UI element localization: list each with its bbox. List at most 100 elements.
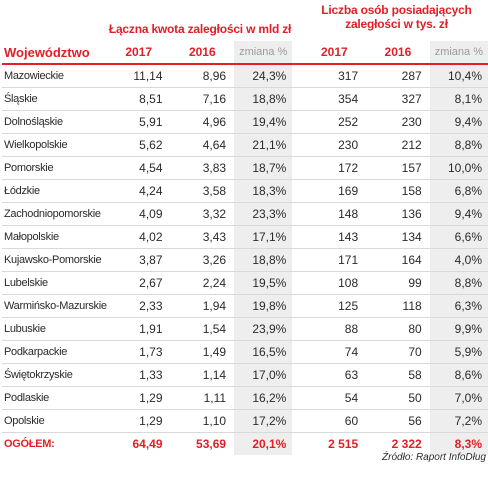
- people-2017-cell: 60: [302, 409, 367, 433]
- people-change-cell: 5,9%: [429, 340, 488, 364]
- debt-2017-cell: 2,33: [106, 294, 171, 318]
- people-change-cell: 8,1%: [429, 87, 488, 111]
- region-cell: Zachodniopomorskie: [2, 202, 107, 226]
- column-gap: [292, 133, 303, 157]
- debt-group-header: Łączna kwota zaległości w mld zł: [108, 22, 292, 36]
- debt-2017-cell: 4,54: [106, 156, 171, 180]
- debt-2017-cell: 3,87: [106, 248, 171, 272]
- people-2017-cell: 172: [302, 156, 367, 180]
- people-change-header: zmiana %: [429, 41, 488, 65]
- people-2016-cell: 136: [366, 202, 430, 226]
- people-change-cell: 6,8%: [429, 179, 488, 203]
- region-cell: Pomorskie: [2, 156, 107, 180]
- debt-2016-header: 2016: [170, 41, 235, 65]
- region-cell: Opolskie: [2, 409, 107, 433]
- source-note: Źródło: Raport InfoDług: [382, 452, 486, 463]
- debt-2016-cell: 3,58: [170, 179, 235, 203]
- people-change-cell: 7,0%: [429, 386, 488, 410]
- debt-change-cell: 24,3%: [234, 64, 293, 88]
- people-change-cell: 8,8%: [429, 271, 488, 295]
- people-2016-header: 2016: [366, 41, 430, 65]
- people-2017-cell: 171: [302, 248, 367, 272]
- region-cell: Lubelskie: [2, 271, 107, 295]
- table-row: Mazowieckie 11,14 8,96 24,3% 317 287 10,4%: [2, 64, 488, 88]
- people-2016-cell: 58: [366, 363, 430, 387]
- table-row: Pomorskie 4,54 3,83 18,7% 172 157 10,0%: [2, 156, 488, 180]
- debt-change-cell: 20,1%: [234, 432, 293, 455]
- column-gap: [292, 317, 303, 341]
- column-gap: [292, 294, 303, 318]
- column-gap: [292, 110, 303, 134]
- people-2017-cell: 2 515: [328, 437, 359, 451]
- people-2017-cell: 252: [302, 110, 367, 134]
- people-2017-header: 2017: [302, 41, 367, 65]
- region-cell: Świętokrzyskie: [2, 363, 107, 387]
- column-gap: [292, 87, 303, 111]
- debt-2016-cell: 7,16: [170, 87, 235, 111]
- debt-2017-cell: 64,49: [132, 437, 163, 451]
- people-2016-cell: 99: [366, 271, 430, 295]
- table-row: Kujawsko-Pomorskie 3,87 3,26 18,8% 171 164 4,0…: [2, 248, 488, 272]
- debt-2017-cell: 1,91: [106, 317, 171, 341]
- debt-2016-cell: 2,24: [170, 271, 235, 295]
- people-change-cell: 8,6%: [429, 363, 488, 387]
- people-2016-cell: 287: [366, 64, 430, 88]
- table-row: Świętokrzyskie 1,33 1,14 17,0% 63 58 8,6%: [2, 363, 488, 387]
- table-row: Dolnośląskie 5,91 4,96 19,4% 252 230 9,4%: [2, 110, 488, 134]
- debt-2017-cell: 1,29: [106, 386, 171, 410]
- debt-change-cell: 18,8%: [234, 248, 293, 272]
- debt-2017-cell: 4,24: [106, 179, 171, 203]
- column-gap: [292, 64, 303, 88]
- people-change-cell: 8,3%: [429, 432, 488, 455]
- people-2017-cell: 74: [302, 340, 367, 364]
- column-gap: [292, 202, 303, 226]
- people-2017-cell: 125: [302, 294, 367, 318]
- column-gap: [292, 225, 303, 249]
- people-2016-cell: 50: [366, 386, 430, 410]
- column-gap: [292, 41, 303, 65]
- people-change-cell: 4,0%: [429, 248, 488, 272]
- people-2017-cell: 88: [302, 317, 367, 341]
- people-2016-cell: 157: [366, 156, 430, 180]
- debt-2016-cell: 1,10: [170, 409, 235, 433]
- debt-change-header: zmiana %: [234, 41, 293, 65]
- region-cell: Mazowieckie: [2, 64, 107, 88]
- debt-2017-cell: 1,33: [106, 363, 171, 387]
- column-gap: [292, 363, 303, 387]
- people-change-cell: 9,9%: [429, 317, 488, 341]
- column-gap: [292, 386, 303, 410]
- debt-2016-cell: 1,54: [170, 317, 235, 341]
- table-row: Śląskie 8,51 7,16 18,8% 354 327 8,1%: [2, 87, 488, 111]
- people-2016-cell: 70: [366, 340, 430, 364]
- debt-change-cell: 18,3%: [234, 179, 293, 203]
- region-cell: Podkarpackie: [2, 340, 107, 364]
- people-2017-cell: 143: [302, 225, 367, 249]
- region-column-header: Województwo: [2, 41, 107, 65]
- debt-change-cell: 17,2%: [234, 409, 293, 433]
- debt-change-cell: 18,7%: [234, 156, 293, 180]
- people-2016-cell: 158: [366, 179, 430, 203]
- people-change-cell: 6,6%: [429, 225, 488, 249]
- column-gap: [292, 433, 302, 456]
- column-gap: [292, 340, 303, 364]
- table-row: Małopolskie 4,02 3,43 17,1% 143 134 6,6%: [2, 225, 488, 249]
- table-row: Lubelskie 2,67 2,24 19,5% 108 99 8,8%: [2, 271, 488, 295]
- people-2016-cell: 134: [366, 225, 430, 249]
- debt-change-cell: 23,9%: [234, 317, 293, 341]
- debt-2016-cell: 4,96: [170, 110, 235, 134]
- debt-2016-cell: 1,11: [170, 386, 235, 410]
- debt-change-cell: 19,4%: [234, 110, 293, 134]
- table-row: Podkarpackie 1,73 1,49 16,5% 74 70 5,9%: [2, 340, 488, 364]
- debt-2016-cell: 8,96: [170, 64, 235, 88]
- column-gap: [292, 156, 303, 180]
- debt-2017-cell: 4,02: [106, 225, 171, 249]
- region-cell: Kujawsko-Pomorskie: [2, 248, 107, 272]
- debt-2017-cell: 8,51: [106, 87, 171, 111]
- debt-change-cell: 19,5%: [234, 271, 293, 295]
- column-gap: [292, 271, 303, 295]
- table-row: Opolskie 1,29 1,10 17,2% 60 56 7,2%: [2, 409, 488, 433]
- debt-2016-cell: 3,32: [170, 202, 235, 226]
- people-group-header: Liczba osób posiadających zaległości w t…: [321, 3, 472, 31]
- people-change-cell: 10,0%: [429, 156, 488, 180]
- debt-change-cell: 19,8%: [234, 294, 293, 318]
